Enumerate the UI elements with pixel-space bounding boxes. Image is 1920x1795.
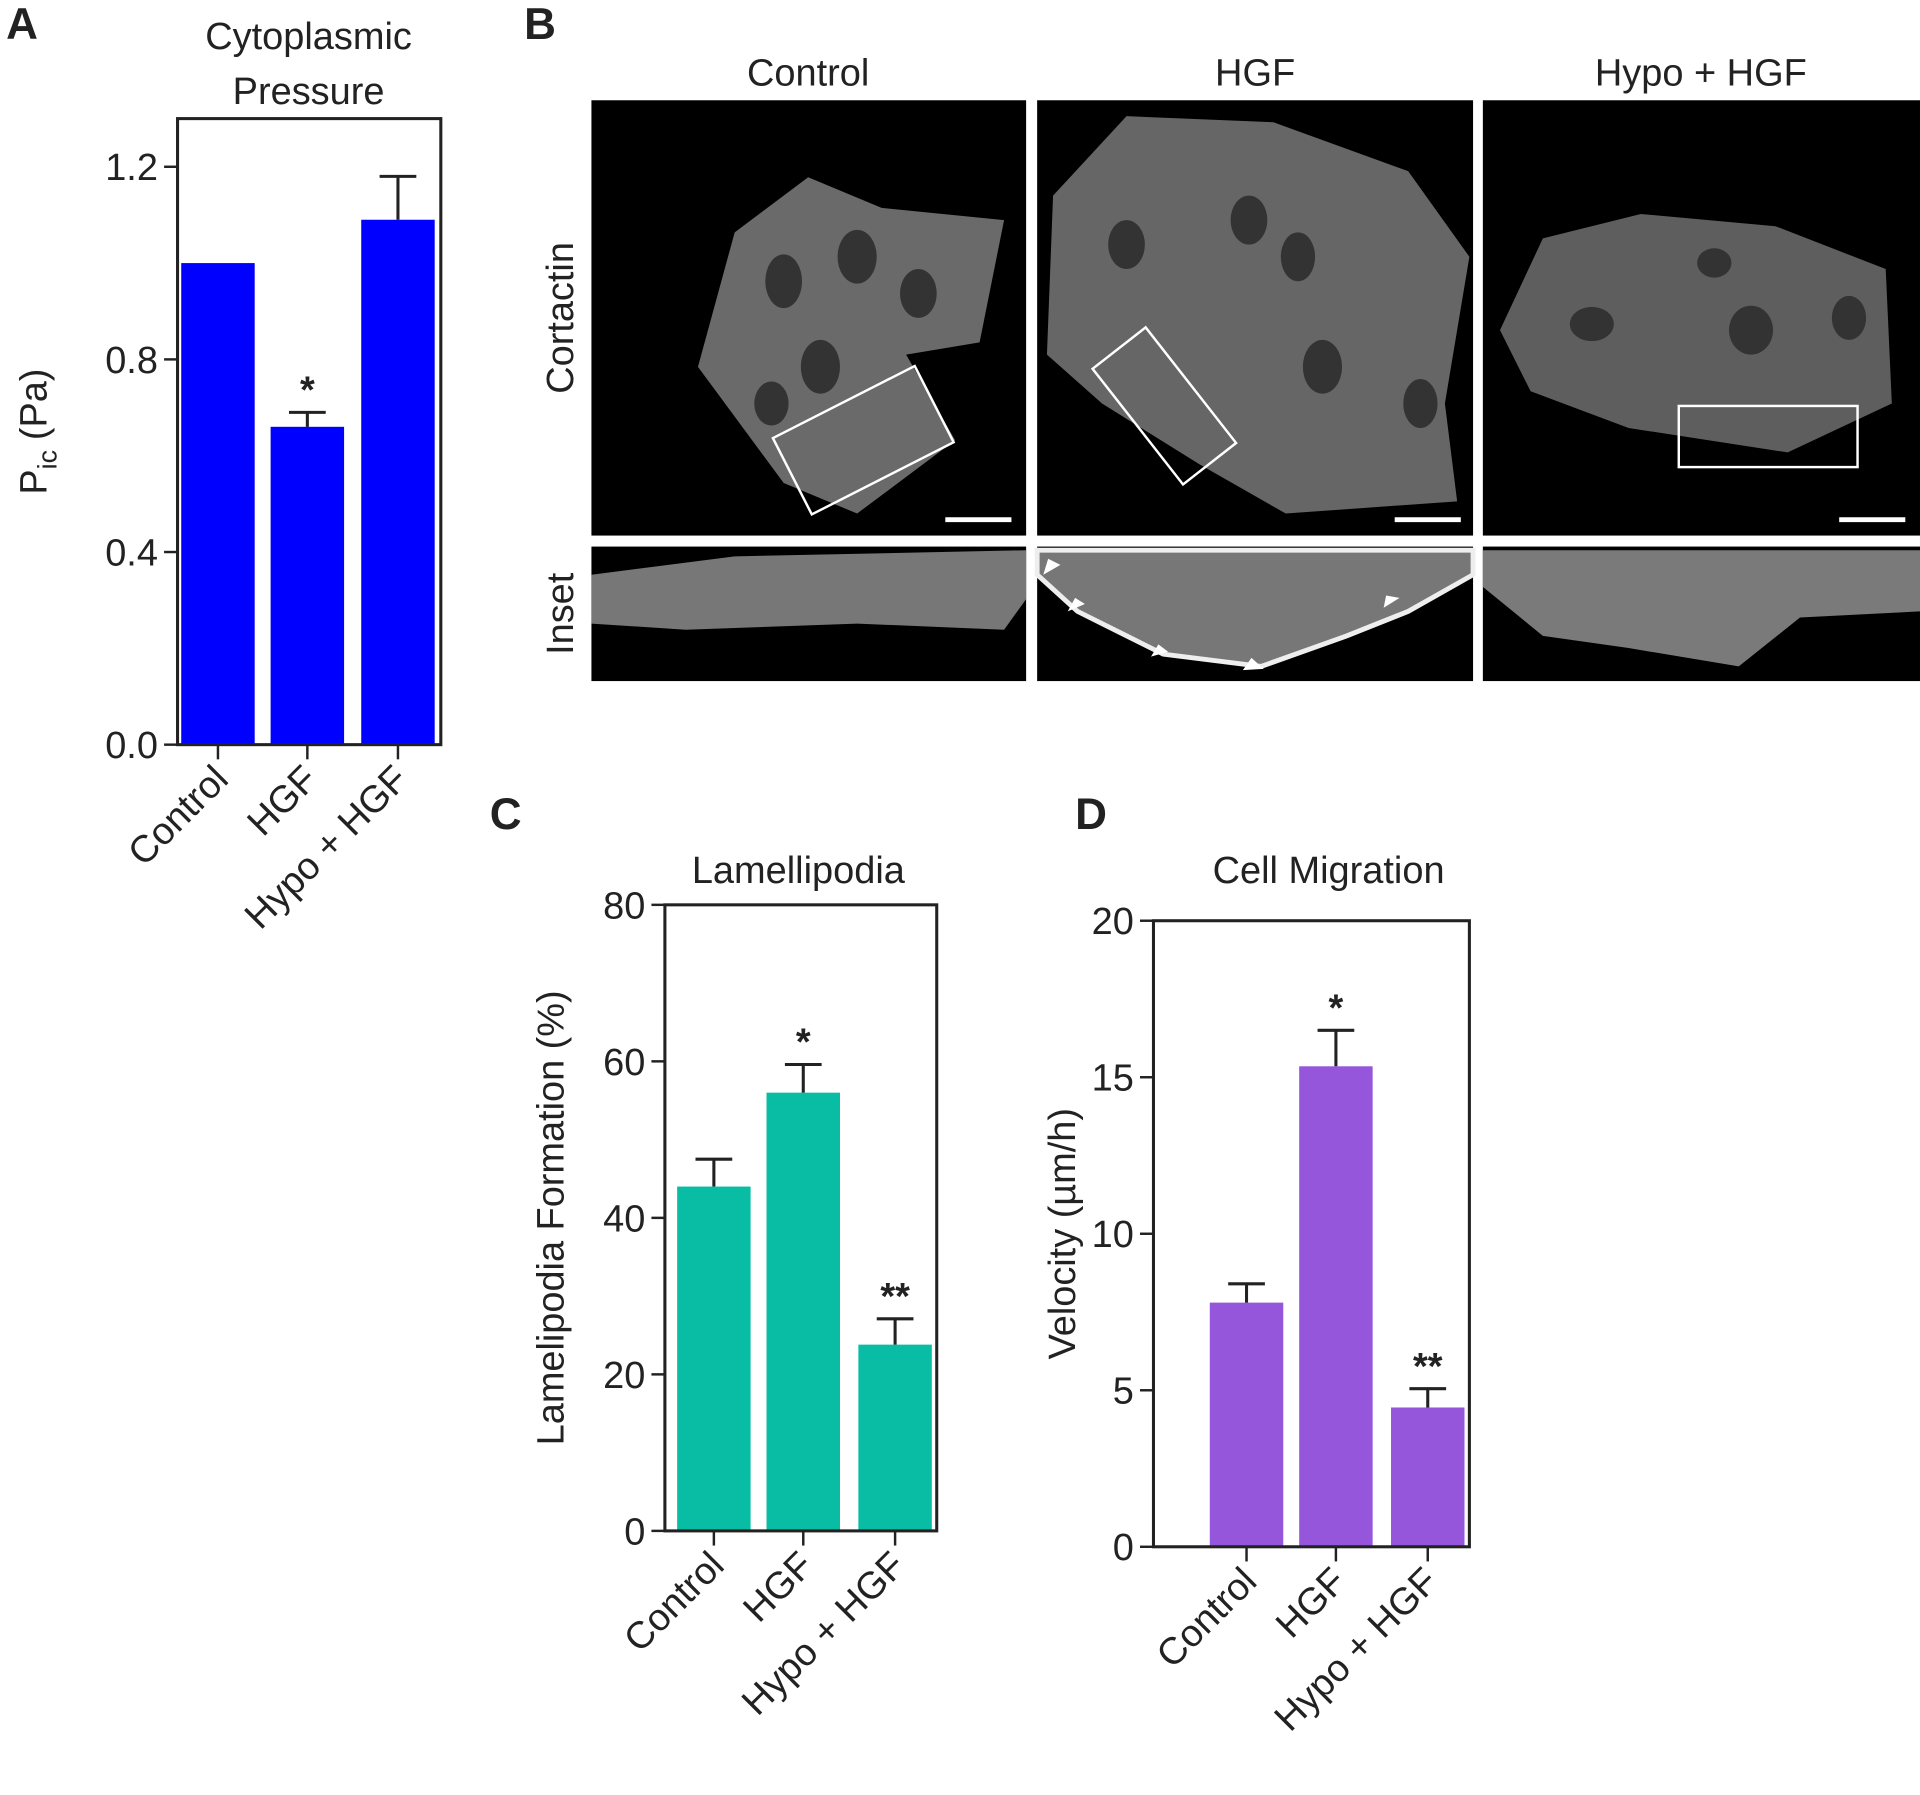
y-tick-label: 60: [603, 1042, 645, 1084]
bar: [1391, 1407, 1465, 1547]
inset-cell: [1034, 547, 1476, 669]
y-label-sub: ic: [32, 450, 62, 469]
panel-letter: C: [490, 790, 522, 839]
x-tick-label: Control: [616, 1544, 732, 1660]
bar: [361, 219, 435, 745]
error-bar: [784, 1062, 822, 1093]
x-tick-label: Hypo + HGF: [237, 758, 417, 937]
y-tick-label: 15: [1092, 1058, 1134, 1100]
chart-title: Lamellipodia: [692, 850, 906, 892]
y-tick-label: 0.8: [105, 340, 158, 382]
bar: [1209, 1302, 1284, 1547]
error-bar: [379, 174, 417, 220]
micrographs: Control HGF Hypo + HGF Cortactin Inset: [540, 53, 1920, 682]
y-label-unit: (Pa): [14, 369, 56, 441]
y-label-main: P: [14, 469, 56, 494]
y-tick-label: 0: [624, 1511, 645, 1553]
chart-title: Pressure: [233, 71, 385, 113]
error-bar: [695, 1157, 733, 1187]
y-tick-label: 0: [1113, 1527, 1134, 1569]
plot-frame: [176, 117, 443, 747]
bar: [1299, 1066, 1373, 1547]
bar: [270, 426, 345, 745]
bar: [766, 1092, 840, 1531]
y-axis-label: Velocity (µm/h): [1042, 1108, 1084, 1359]
inset-cell: [1482, 550, 1920, 667]
chart-title: Cytoplasmic: [205, 16, 412, 58]
error-bar: [288, 410, 326, 427]
significance: *: [796, 1022, 811, 1064]
panel-letter: A: [6, 0, 38, 49]
row-label: Inset: [540, 572, 582, 655]
significance: *: [1329, 988, 1344, 1030]
x-tick-label: Control: [1149, 1560, 1265, 1676]
cell-cluster: [1500, 213, 1892, 453]
inset-box: [771, 364, 956, 517]
plot-frame: [663, 903, 939, 1533]
error-bar: [876, 1317, 914, 1345]
y-tick-label: 20: [1092, 901, 1134, 943]
y-tick-label: 10: [1092, 1214, 1134, 1256]
panel-letter: B: [524, 0, 556, 49]
inset-box: [1090, 325, 1238, 487]
significance: *: [300, 370, 315, 412]
bar: [677, 1186, 751, 1531]
y-tick-label: 0.4: [105, 532, 158, 574]
x-tick-label: Control: [120, 758, 236, 874]
y-axis-label: Lamelipodia Formation (%): [530, 990, 572, 1445]
nuclei: [754, 195, 1867, 428]
x-tick-label: Hypo + HGF: [734, 1544, 914, 1723]
bar: [858, 1344, 932, 1531]
y-axis-label: Pic (Pa): [14, 369, 63, 495]
column-title: HGF: [1215, 53, 1295, 95]
chart-title: Cell Migration: [1213, 850, 1445, 892]
error-bar: [1228, 1282, 1265, 1303]
y-tick-label: 1.2: [105, 147, 158, 189]
inset-cell: [591, 550, 1027, 630]
y-tick-label: 0.0: [105, 725, 158, 767]
significance: **: [880, 1276, 910, 1318]
y-tick-label: 5: [1113, 1371, 1134, 1413]
y-tick-label: 40: [603, 1198, 645, 1240]
bar: [181, 263, 255, 745]
y-tick-label: 20: [603, 1355, 645, 1397]
significance: **: [1413, 1346, 1443, 1388]
inset-box: [1677, 404, 1859, 469]
error-bar: [1409, 1387, 1447, 1408]
column-title: Hypo + HGF: [1595, 53, 1807, 95]
cell-cluster: [1046, 116, 1470, 514]
x-tick-label: Hypo + HGF: [1267, 1560, 1447, 1739]
column-title: Control: [747, 53, 869, 95]
panel-letter: D: [1075, 790, 1107, 839]
plot-frame: [1151, 919, 1471, 1549]
y-tick-label: 80: [603, 885, 645, 927]
row-label: Cortactin: [540, 242, 582, 394]
error-bar: [1317, 1028, 1355, 1067]
